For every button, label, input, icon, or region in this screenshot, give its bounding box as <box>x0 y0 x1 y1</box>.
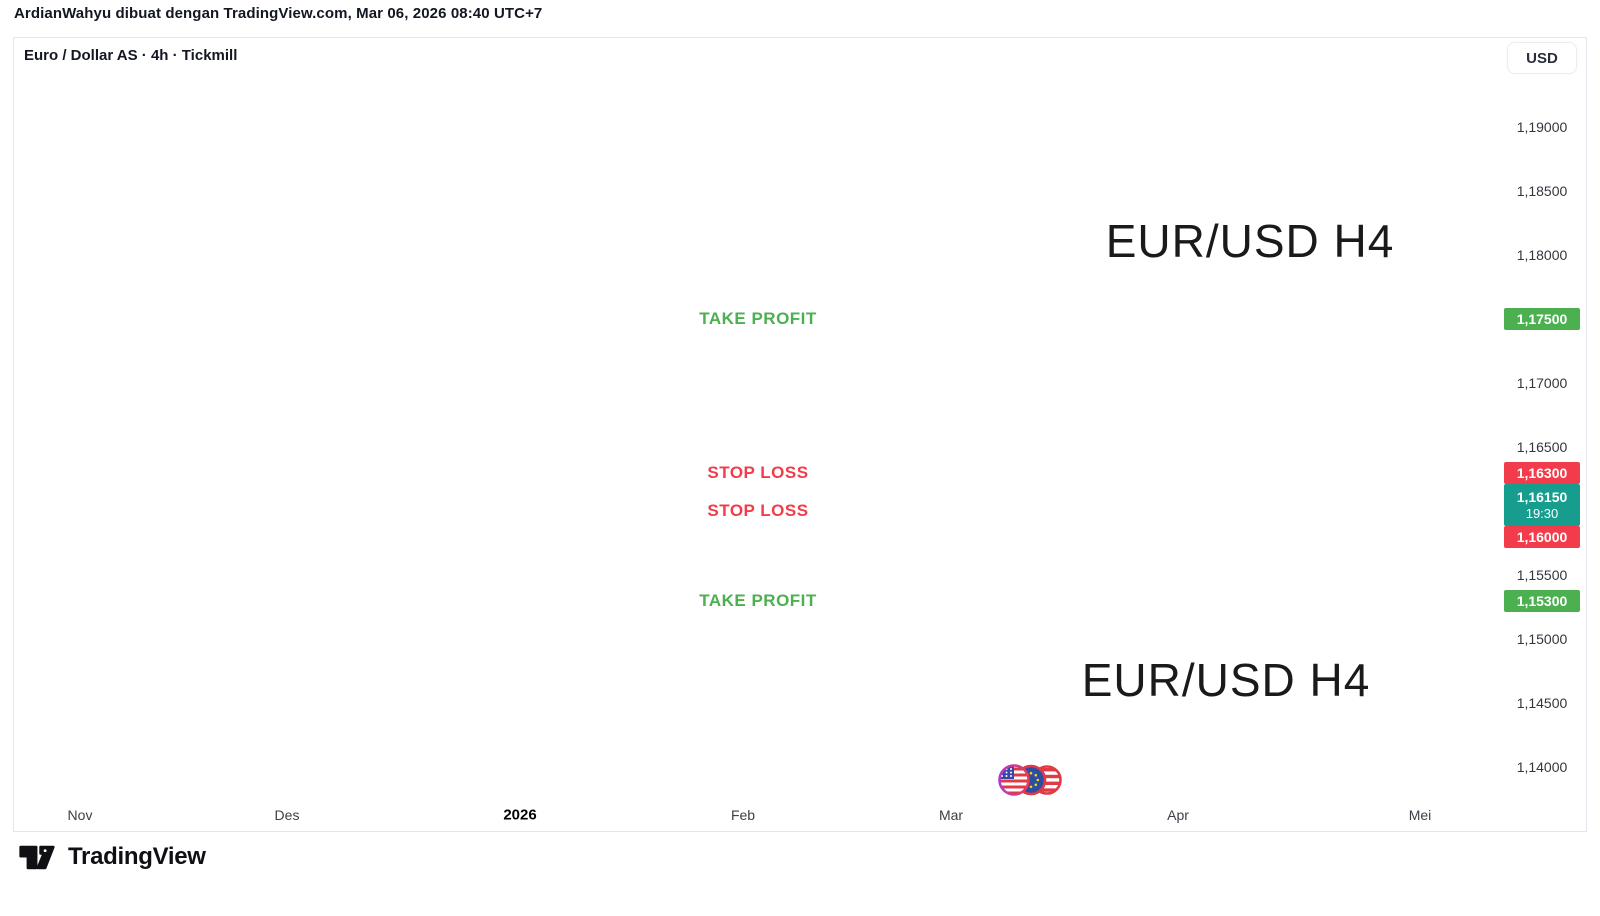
price-tick-1,14000[interactable]: 1,14000 <box>1516 759 1568 775</box>
watermark-top: EUR/USD H4 <box>1105 215 1395 267</box>
axis-label-stop-loss-lower[interactable]: 1,16000 <box>1504 525 1580 548</box>
price-tick-1,15500[interactable]: 1,15500 <box>1516 567 1568 583</box>
tradingview-logo-text: TradingView <box>68 843 206 870</box>
time-tick-Feb[interactable]: Feb <box>730 807 756 823</box>
time-tick-Des[interactable]: Des <box>274 807 300 823</box>
tradingview-logo-icon <box>19 845 55 870</box>
stop-loss-lower-label[interactable]: STOP LOSS <box>698 501 818 521</box>
take-profit-lower-label[interactable]: TAKE PROFIT <box>690 590 826 611</box>
axis-label-take-profit-lower[interactable]: 1,15300 <box>1504 589 1580 612</box>
watermark-bottom: EUR/USD H4 <box>1081 654 1371 706</box>
axis-label-current-price[interactable]: 1,16150 19:30 <box>1504 483 1580 526</box>
price-tick-1,17000[interactable]: 1,17000 <box>1516 375 1568 391</box>
price-tick-1,16500[interactable]: 1,16500 <box>1516 439 1568 455</box>
price-tick-1,18000[interactable]: 1,18000 <box>1516 247 1568 263</box>
price-tick-1,14500[interactable]: 1,14500 <box>1516 695 1568 711</box>
price-tick-1,19000[interactable]: 1,19000 <box>1516 119 1568 135</box>
time-tick-Apr[interactable]: Apr <box>1167 807 1189 823</box>
price-tick-1,15000[interactable]: 1,15000 <box>1516 631 1568 647</box>
time-tick-Mei[interactable]: Mei <box>1408 807 1432 823</box>
symbol-title: Euro / Dollar AS · 4h · Tickmill <box>24 47 238 64</box>
currency-button[interactable]: USD <box>1507 42 1577 74</box>
take-profit-upper-label[interactable]: TAKE PROFIT <box>690 309 826 329</box>
axis-label-stop-loss-upper[interactable]: 1,16300 <box>1504 461 1580 484</box>
axis-label-take-profit-upper[interactable]: 1,17500 <box>1504 308 1580 330</box>
time-tick-2026[interactable]: 2026 <box>503 806 537 824</box>
stop-loss-upper-label[interactable]: STOP LOSS <box>698 462 818 483</box>
eur-usd-flags-icon <box>998 764 1062 796</box>
price-tick-1,18500[interactable]: 1,18500 <box>1516 183 1568 199</box>
time-tick-Nov[interactable]: Nov <box>67 807 93 823</box>
tradingview-logo[interactable]: TradingView <box>18 842 206 872</box>
attribution-text: ArdianWahyu dibuat dengan TradingView.co… <box>14 5 543 22</box>
time-tick-Mar[interactable]: Mar <box>938 807 964 823</box>
